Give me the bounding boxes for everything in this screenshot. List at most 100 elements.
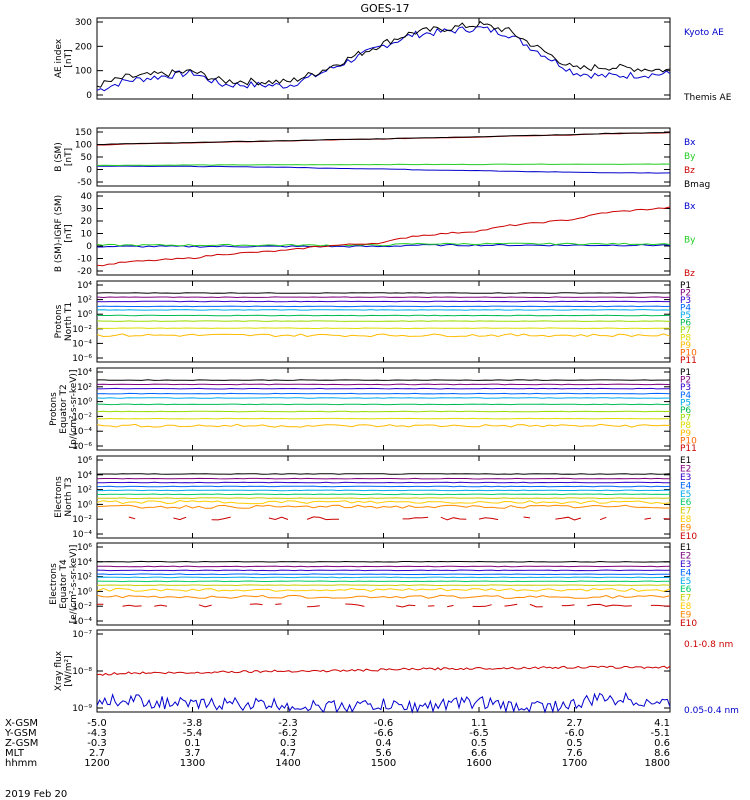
ee-level-9 bbox=[97, 603, 671, 608]
pe-level-7 bbox=[96, 417, 670, 420]
legend-pe-2: P3 bbox=[680, 383, 691, 393]
ephem-value-1-3: -6.6 bbox=[374, 728, 394, 739]
pn-level-3 bbox=[96, 305, 671, 308]
legend-pe-4: P5 bbox=[680, 398, 691, 408]
legend-ae-1: Themis AE bbox=[683, 93, 732, 103]
xray-line-0 bbox=[96, 665, 671, 676]
ephem-value-1-5: -6.0 bbox=[565, 728, 585, 739]
chart-title: GOES-17 bbox=[360, 2, 409, 15]
ytick-label-bsm: -50 bbox=[77, 178, 92, 188]
ephem-label-3: MLT bbox=[5, 748, 25, 759]
ylabel-ae-0: AE index bbox=[54, 38, 64, 78]
legend-pe-1: P2 bbox=[680, 376, 691, 386]
ee-level-6 bbox=[96, 584, 671, 587]
legend-ee-1: E2 bbox=[680, 551, 691, 561]
ylabel-pe-0: Protons bbox=[49, 392, 59, 426]
ytick-label-en: 10⁻² bbox=[72, 515, 92, 525]
panel-frame-ae bbox=[96, 17, 671, 100]
legend-bsm-3: Bmag bbox=[684, 180, 710, 190]
ytick-label-pn: 10² bbox=[77, 296, 92, 306]
ytick-label-pn: 10⁻² bbox=[72, 325, 92, 335]
legend-bsm-2: Bz bbox=[684, 166, 695, 176]
pn-level-8 bbox=[96, 333, 671, 338]
ephem-value-2-4: 0.5 bbox=[471, 738, 487, 749]
pe-level-5 bbox=[96, 403, 671, 406]
ephem-label-4: hhmm bbox=[5, 758, 37, 769]
panel-frame-ee bbox=[96, 542, 671, 626]
ephem-value-4-0: 1200 bbox=[84, 758, 109, 769]
legend-en-9: E10 bbox=[680, 532, 697, 542]
ephem-value-3-0: 2.7 bbox=[89, 748, 105, 759]
legend-pe-3: P4 bbox=[680, 391, 691, 401]
en-level-9 bbox=[128, 516, 671, 521]
pe-level-3 bbox=[96, 392, 671, 395]
ytick-label-ee: 10⁶ bbox=[77, 543, 92, 553]
pe-level-8 bbox=[96, 423, 671, 428]
ytick-label-ee: 10⁰ bbox=[77, 587, 92, 597]
ephem-value-4-4: 1600 bbox=[466, 758, 491, 769]
ytick-label-en: 10⁰ bbox=[77, 500, 92, 510]
panel-frame-en bbox=[96, 455, 671, 539]
ylabel-ee-0: Electrons bbox=[49, 563, 59, 605]
en-level-8 bbox=[96, 504, 670, 509]
ee-level-7 bbox=[96, 587, 671, 592]
ephem-value-0-2: -2.3 bbox=[278, 718, 298, 729]
ephem-value-0-5: 2.7 bbox=[567, 718, 583, 729]
ytick-label-xray: 10⁻⁸ bbox=[72, 667, 92, 677]
legend-pn-2: P3 bbox=[680, 296, 691, 306]
ephem-value-4-5: 1700 bbox=[562, 758, 587, 769]
ephem-value-2-5: 0.5 bbox=[567, 738, 583, 749]
ylabel-ee-2: [e/(cm²-s-sr-keV)] bbox=[69, 545, 79, 624]
ee-level-5 bbox=[96, 580, 671, 583]
ae-line-0 bbox=[96, 26, 671, 92]
legend-ee-4: E5 bbox=[680, 577, 691, 587]
pn-level-0 bbox=[96, 292, 671, 294]
ae-line-1 bbox=[96, 20, 671, 88]
ylabel-ee-1: Equator T4 bbox=[59, 559, 69, 609]
legend-pn-3: P4 bbox=[680, 304, 691, 314]
legend-en-6: E7 bbox=[680, 507, 691, 517]
ytick-label-pe: 10⁰ bbox=[77, 398, 92, 408]
ephem-value-1-1: -5.4 bbox=[183, 728, 203, 739]
legend-bsm-1: By bbox=[684, 152, 696, 162]
legend-ee-2: E3 bbox=[680, 560, 691, 570]
ee-level-8 bbox=[96, 594, 671, 599]
ylabel-bigrf-0: B (SM)-IGRF (SM) bbox=[54, 195, 64, 272]
ephem-value-0-0: -5.0 bbox=[87, 718, 107, 729]
ylabel-bigrf-1: [nT] bbox=[64, 224, 74, 242]
ytick-label-bsm: 50 bbox=[81, 153, 93, 163]
legend-pn-8: P9 bbox=[680, 341, 691, 351]
ephem-label-2: Z-GSM bbox=[5, 738, 38, 749]
xray-line-1 bbox=[96, 691, 671, 714]
ylabel-ae-1: [nT] bbox=[64, 49, 74, 67]
bigrf-line-1 bbox=[96, 242, 671, 247]
legend-en-0: E1 bbox=[680, 456, 691, 466]
ephem-label-0: X-GSM bbox=[5, 718, 38, 729]
ytick-label-ae: 100 bbox=[75, 67, 92, 77]
ytick-label-bsm: 150 bbox=[75, 128, 92, 138]
ephem-value-0-1: -3.8 bbox=[183, 718, 203, 729]
en-level-3 bbox=[96, 485, 671, 488]
ephem-value-4-1: 1300 bbox=[180, 758, 205, 769]
ytick-label-bsm: 100 bbox=[75, 141, 92, 151]
ephem-value-3-4: 6.6 bbox=[471, 748, 487, 759]
ytick-label-bigrf: 30 bbox=[81, 205, 93, 215]
date-label: 2019 Feb 20 bbox=[5, 789, 67, 800]
legend-bsm-0: Bx bbox=[684, 138, 696, 148]
legend-ee-6: E7 bbox=[680, 594, 691, 604]
ee-level-4 bbox=[96, 576, 671, 579]
ytick-label-pe: 10² bbox=[77, 383, 92, 393]
ytick-label-en: 10⁻⁴ bbox=[72, 530, 92, 540]
legend-en-1: E2 bbox=[680, 464, 691, 474]
ephem-value-1-4: -6.5 bbox=[469, 728, 489, 739]
ephem-value-2-6: 0.6 bbox=[654, 738, 670, 749]
legend-pe-6: P7 bbox=[680, 414, 691, 424]
legend-pn-7: P8 bbox=[680, 334, 691, 344]
ytick-label-pe: 10⁻⁶ bbox=[72, 442, 92, 452]
ytick-label-pe: 10⁻² bbox=[72, 412, 92, 422]
ytick-label-pn: 10⁻⁴ bbox=[72, 339, 92, 349]
legend-ee-0: E1 bbox=[680, 543, 691, 553]
ephem-value-4-3: 1500 bbox=[371, 758, 396, 769]
ylabel-xray-0: Xray flux bbox=[54, 650, 64, 691]
